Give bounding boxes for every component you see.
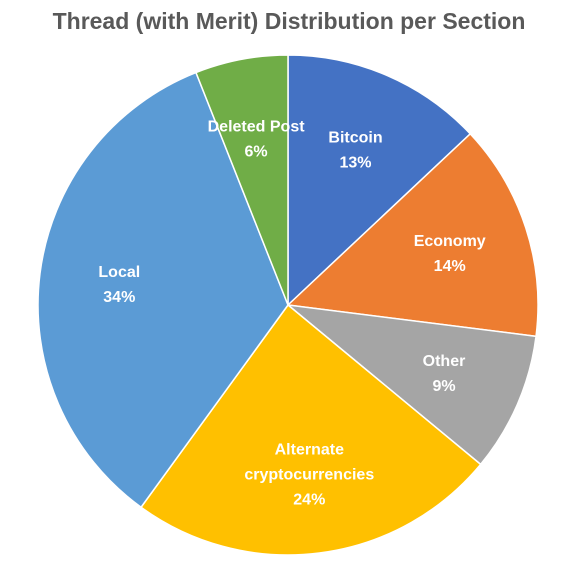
pie-slice-other: [285, 303, 537, 466]
pie-slice-bitcoin: [287, 54, 472, 307]
data-label-alternate-cryptocurrencies: Alternate cryptocurrencies 24%: [244, 442, 374, 509]
pie-slice-alternate-cryptocurrencies: [140, 303, 482, 556]
pie-slice-local: [37, 71, 289, 509]
data-label-local: Local 34%: [98, 264, 140, 306]
data-label-other: Other 9%: [423, 353, 466, 395]
pie-slice-economy: [286, 132, 539, 338]
pie-slice-deleted-post: [194, 54, 289, 306]
chart-title: Thread (with Merit) Distribution per Sec…: [52, 8, 526, 34]
data-label-deleted-post: Deleted Post 6%: [208, 119, 306, 161]
data-label-bitcoin: Bitcoin 13%: [328, 130, 382, 172]
data-label-economy: Economy 14%: [414, 233, 486, 275]
